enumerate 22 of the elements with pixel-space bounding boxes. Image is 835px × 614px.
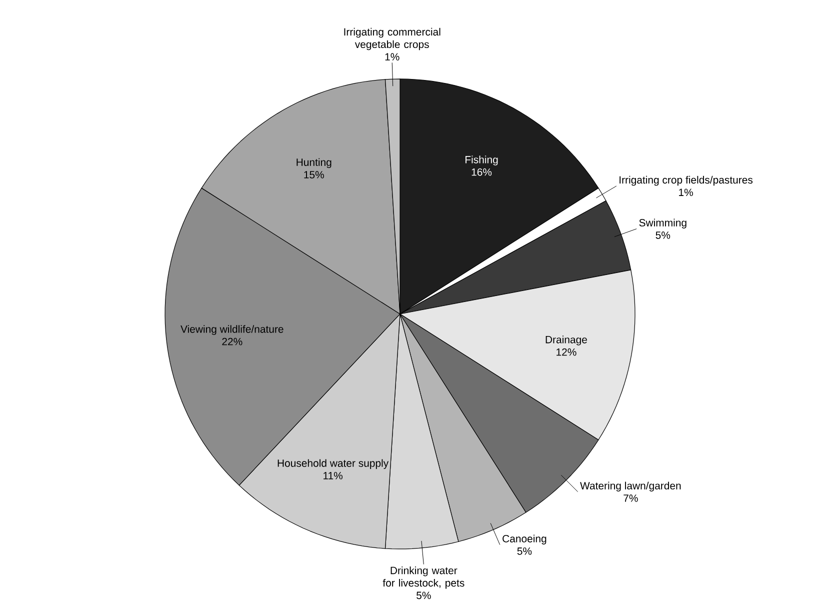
slice-label: Drainage bbox=[546, 336, 587, 346]
data-label: 15% bbox=[304, 171, 324, 178]
data-label: 1% bbox=[679, 188, 693, 196]
slice-label: Household water supply bbox=[278, 459, 389, 469]
slice-label: Fishing bbox=[466, 156, 498, 166]
data-label: 5% bbox=[517, 547, 532, 555]
slice-label: Watering lawn/garden bbox=[580, 482, 681, 492]
data-label: 7% bbox=[624, 494, 638, 502]
data-label: 11% bbox=[324, 472, 343, 480]
slice-label: Canoeing bbox=[502, 534, 546, 544]
slice-label: Swimming bbox=[639, 218, 686, 228]
slice-label: Viewing wildlife/nature bbox=[180, 325, 284, 335]
data-label: 16% bbox=[472, 168, 492, 176]
slice-label: Hunting bbox=[296, 158, 332, 168]
slice-label: Irrigating commercial vegetable crops bbox=[344, 28, 440, 50]
slice-label: Irrigating crop fields/pastures bbox=[620, 176, 753, 186]
data-label: 1% bbox=[385, 53, 400, 60]
data-label: 22% bbox=[222, 338, 242, 346]
slice-label: Drinking water for livestock, pets bbox=[382, 566, 464, 589]
data-label: 12% bbox=[556, 348, 576, 356]
data-label: 5% bbox=[656, 232, 670, 239]
data-label: 5% bbox=[416, 592, 431, 600]
